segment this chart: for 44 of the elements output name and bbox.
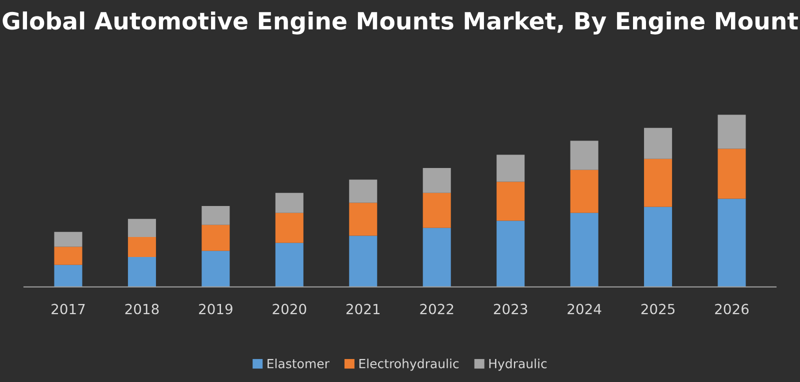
x-tick-label: 2024 [568,304,602,314]
bar [349,202,378,236]
bar [54,232,82,247]
bar [54,246,82,265]
bar [644,128,672,159]
legend-label: Hydraulic [489,358,547,371]
bar [570,212,598,287]
x-tick-label: 2021 [346,304,380,314]
bar [570,170,598,213]
bar [54,264,82,287]
bar [422,168,451,193]
bar [570,140,598,170]
bar [496,154,525,182]
bar [349,180,378,203]
bar [718,114,746,149]
x-tick-label: 2025 [641,304,674,314]
chart-title: Global Automotive Engine Mounts Market, By Engine Mount [2,11,798,34]
bar [422,228,451,287]
bar [275,242,304,287]
bar [644,158,672,207]
bar [496,182,525,221]
x-tick-label: 2020 [272,304,306,314]
bar [718,148,746,199]
bar [644,206,672,287]
bar [202,206,230,225]
x-tick-label: 2019 [199,304,232,314]
x-tick-label: 2017 [52,304,85,314]
bar [718,198,746,287]
x-tick-label: 2018 [125,304,159,314]
bar [128,256,156,287]
bar [202,224,230,251]
bar [275,212,304,243]
bar [128,218,156,237]
bar [349,236,378,287]
bar [275,192,304,213]
x-tick-label: 2023 [494,304,528,314]
legend-label: Elastomer [268,358,330,368]
bar [202,250,230,287]
x-tick-label: 2022 [420,304,454,314]
x-tick-label: 2026 [715,304,749,314]
legend-label: Electrohydraulic [359,358,459,371]
bar [422,192,451,228]
bar [496,220,525,287]
bar [128,236,156,257]
